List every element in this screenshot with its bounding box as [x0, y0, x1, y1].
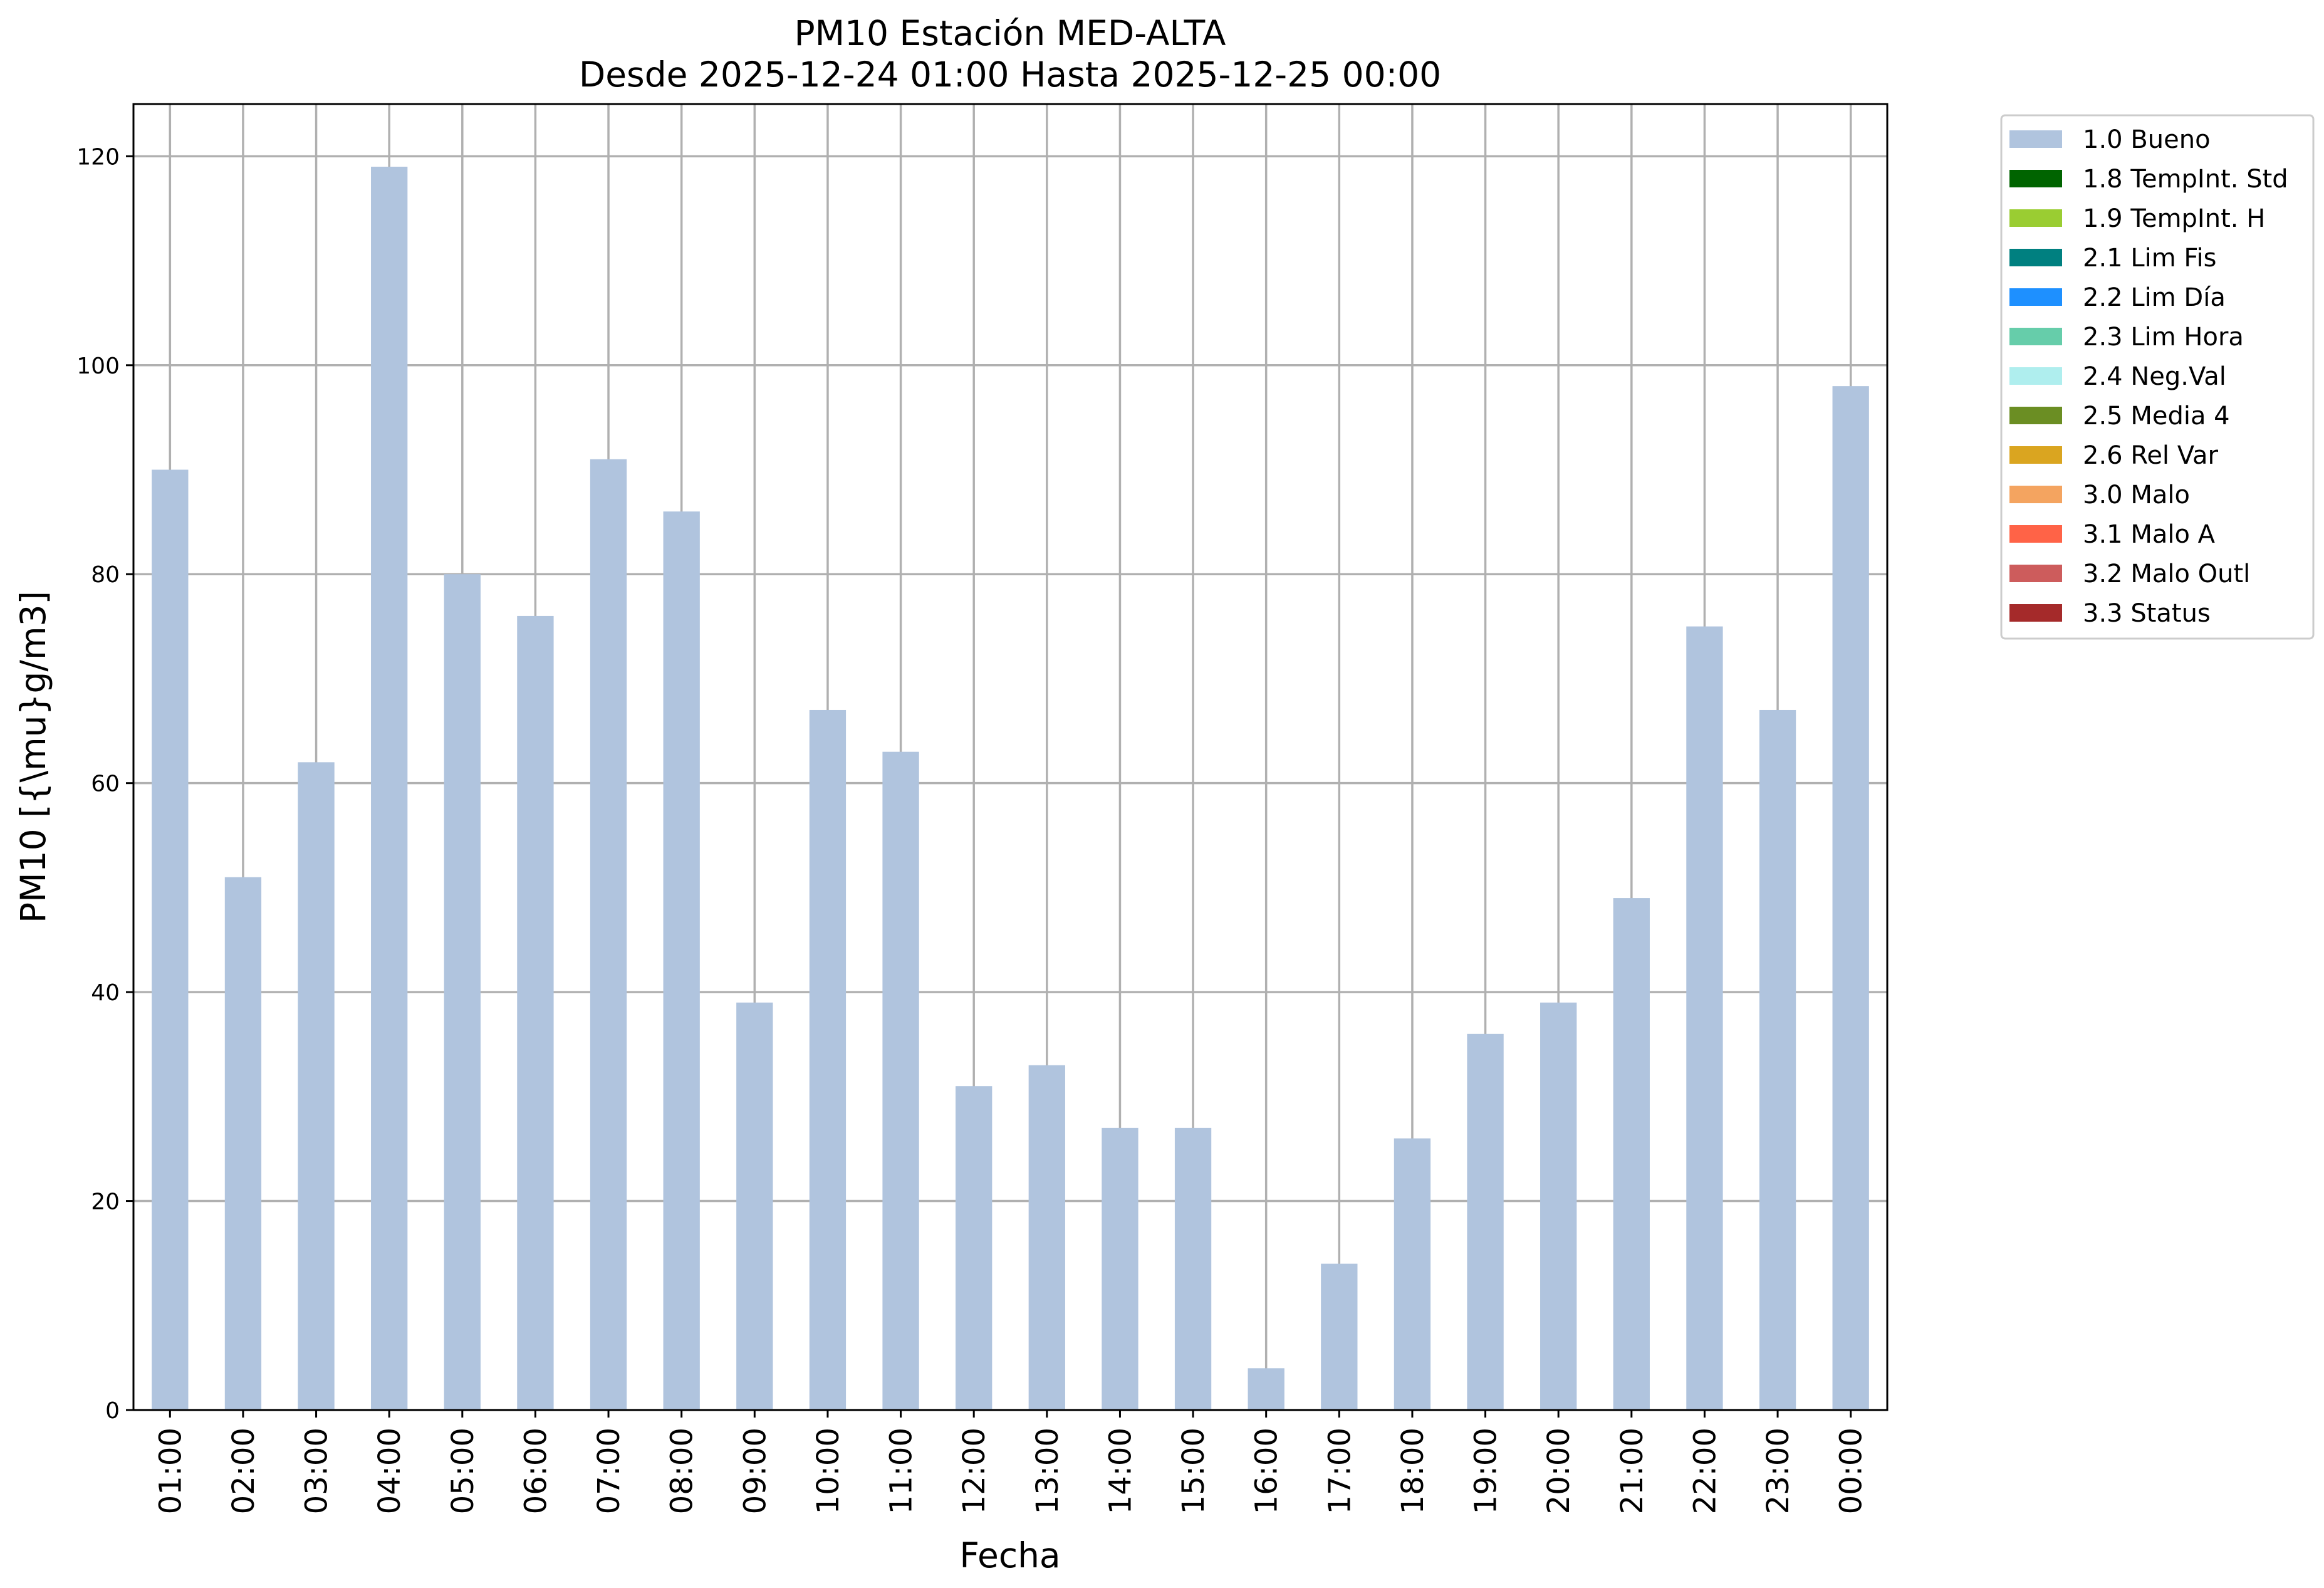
bar [663, 511, 700, 1410]
bars [152, 167, 1869, 1411]
legend-label: 1.8 TempInt. Std [2083, 165, 2288, 194]
chart-title: PM10 Estación MED-ALTA [794, 13, 1226, 53]
bar [1467, 1033, 1504, 1410]
y-tick-label: 120 [76, 144, 120, 170]
legend-swatch [2009, 288, 2062, 306]
legend-label: 1.9 TempInt. H [2083, 204, 2265, 233]
x-tick-label: 00:00 [1834, 1428, 1869, 1514]
bar [1540, 1002, 1577, 1410]
bar [371, 167, 408, 1411]
x-tick-label: 10:00 [811, 1428, 846, 1514]
legend-label: 3.0 Malo [2083, 481, 2190, 509]
bar [590, 459, 627, 1410]
legend-swatch [2009, 407, 2062, 424]
bar [224, 877, 262, 1410]
legend-swatch [2009, 249, 2062, 266]
y-tick-label: 20 [91, 1189, 120, 1215]
legend-swatch [2009, 604, 2062, 622]
y-tick-label: 60 [91, 771, 120, 797]
y-tick-label: 40 [91, 980, 120, 1006]
bar [956, 1086, 993, 1410]
bar [736, 1002, 773, 1410]
legend-label: 2.6 Rel Var [2083, 441, 2219, 470]
x-tick-label: 13:00 [1030, 1428, 1065, 1514]
x-tick-label: 16:00 [1249, 1428, 1284, 1514]
bar [1832, 386, 1869, 1410]
x-tick-label: 09:00 [737, 1428, 773, 1514]
x-tick-label: 18:00 [1395, 1428, 1430, 1514]
bar [809, 709, 847, 1410]
x-tick-label: 05:00 [446, 1428, 481, 1514]
x-tick-label: 04:00 [372, 1428, 407, 1514]
bar [298, 762, 335, 1410]
legend-swatch [2009, 525, 2062, 543]
x-axis-ticks: 01:00 02:00 03:00 04:00 05:00 06:00 07:00 08:00… [153, 1410, 1869, 1514]
legend-swatch [2009, 209, 2062, 227]
legend-label: 3.3 Status [2083, 599, 2211, 628]
x-tick-label: 01:00 [153, 1428, 188, 1514]
bar [444, 574, 481, 1410]
x-tick-label: 03:00 [300, 1428, 335, 1514]
x-tick-label: 19:00 [1469, 1428, 1504, 1514]
legend-swatch [2009, 446, 2062, 464]
x-tick-label: 08:00 [665, 1428, 700, 1514]
legend-swatch [2009, 486, 2062, 503]
legend: 1.0 Bueno 1.8 TempInt. Std 1.9 TempInt. H 2… [2000, 114, 2315, 640]
legend-label: 2.5 Media 4 [2083, 402, 2230, 431]
y-tick-label: 100 [76, 353, 120, 379]
y-tick-label: 80 [91, 562, 120, 588]
plot-frame [132, 103, 1889, 1411]
bar [1686, 626, 1723, 1410]
bar [882, 751, 919, 1410]
x-tick-label: 21:00 [1615, 1428, 1650, 1514]
legend-label: 2.2 Lim Día [2083, 283, 2226, 312]
x-tick-label: 20:00 [1541, 1428, 1576, 1514]
bar [1394, 1138, 1431, 1410]
x-axis-label: Fecha [959, 1535, 1060, 1575]
y-axis-ticks: 0 20 40 60 80 100 120 [76, 144, 133, 1424]
bar [1759, 709, 1796, 1410]
legend-swatch [2009, 565, 2062, 582]
y-tick-label: 0 [105, 1398, 120, 1424]
bar [1028, 1065, 1065, 1410]
x-tick-label: 12:00 [957, 1428, 992, 1514]
bar [517, 615, 554, 1410]
legend-swatch [2009, 170, 2062, 187]
bar [152, 469, 189, 1410]
legend-swatch [2009, 130, 2062, 148]
legend-label: 2.1 Lim Fis [2083, 244, 2216, 273]
x-tick-label: 15:00 [1176, 1428, 1211, 1514]
x-tick-label: 17:00 [1322, 1428, 1357, 1514]
x-tick-label: 22:00 [1687, 1428, 1722, 1514]
x-tick-label: 11:00 [884, 1428, 919, 1514]
legend-items: 1.0 Bueno 1.8 TempInt. Std 1.9 TempInt. H 2… [2009, 125, 2288, 628]
legend-label: 2.4 Neg.Val [2083, 362, 2226, 391]
bar [1174, 1127, 1212, 1410]
x-tick-label: 07:00 [591, 1428, 627, 1514]
x-tick-label: 02:00 [226, 1428, 261, 1514]
y-axis-label: PM10 [{\mu}g/m3] [13, 591, 53, 923]
bar [1613, 898, 1650, 1410]
x-tick-label: 06:00 [518, 1428, 553, 1514]
x-tick-label: 23:00 [1761, 1428, 1796, 1514]
bar [1248, 1368, 1284, 1410]
legend-swatch [2009, 367, 2062, 385]
chart-subtitle: Desde 2025-12-24 01:00 Hasta 2025-12-25 … [579, 55, 1441, 95]
legend-label: 3.1 Malo A [2083, 520, 2216, 549]
legend-label: 1.0 Bueno [2083, 125, 2211, 154]
x-tick-label: 14:00 [1103, 1428, 1138, 1514]
legend-label: 2.3 Lim Hora [2083, 323, 2244, 352]
bar [1321, 1263, 1358, 1410]
legend-box [2000, 114, 2315, 640]
legend-label: 3.2 Malo Outl [2083, 560, 2250, 588]
legend-swatch [2009, 328, 2062, 345]
bar [1102, 1127, 1139, 1410]
